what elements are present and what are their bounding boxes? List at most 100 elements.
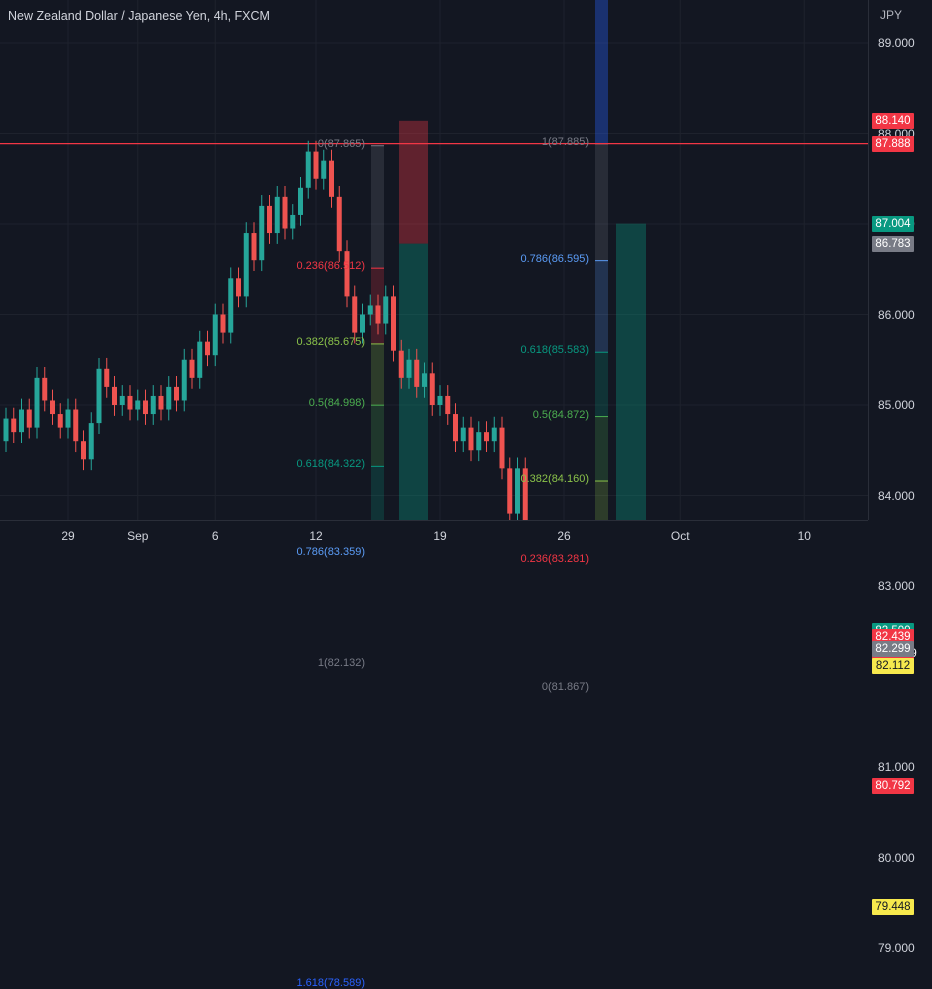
- candle: [305, 151, 311, 188]
- fib-right-label: 0.618(85.583): [520, 344, 590, 357]
- fib-zone: [595, 481, 608, 561]
- candle: [166, 386, 172, 410]
- fib-zone: [371, 343, 384, 406]
- candle: [468, 427, 474, 451]
- candle: [73, 409, 79, 442]
- candle: [19, 409, 24, 433]
- candle: [298, 187, 303, 215]
- candle: [352, 296, 358, 333]
- candle: [197, 341, 203, 378]
- candle: [243, 233, 249, 297]
- fib-zone: [595, 260, 608, 353]
- fib-zone: [595, 416, 608, 482]
- candle: [50, 400, 55, 415]
- candle: [375, 305, 381, 324]
- target-zone: [616, 223, 646, 650]
- symbol-title[interactable]: New Zealand Dollar / Japanese Yen, 4h, F…: [8, 9, 270, 23]
- candle: [228, 278, 234, 333]
- currency-label: JPY: [880, 8, 903, 22]
- candle: [96, 368, 102, 424]
- fib-zone: [595, 352, 608, 417]
- candle: [344, 251, 350, 297]
- candle: [150, 395, 156, 415]
- candle: [57, 414, 63, 428]
- candle: [360, 314, 365, 333]
- candle: [236, 278, 241, 297]
- fib-zone: [371, 466, 384, 554]
- candle: [460, 427, 466, 442]
- candle: [127, 395, 133, 410]
- time-tick: 29: [61, 529, 75, 543]
- candle: [445, 395, 451, 415]
- candle: [11, 418, 17, 433]
- fib-left-label: 0.618(84.322): [296, 458, 366, 471]
- price-chart[interactable]: [0, 0, 868, 986]
- fib-right-label: 0(81.867): [541, 680, 589, 693]
- candle: [329, 160, 334, 197]
- candle: [259, 205, 265, 261]
- chart-area[interactable]: New Zealand Dollar / Japanese Yen, 4h, F…: [0, 0, 868, 989]
- price-tick: 85.000: [878, 398, 915, 412]
- price-tick: 84.000: [878, 488, 915, 503]
- candle: [476, 432, 482, 451]
- candle: [507, 468, 513, 514]
- fib-left-label: 1(82.132): [317, 656, 365, 669]
- fib-right-label: 0.236(83.281): [520, 552, 590, 565]
- time-tick: 12: [309, 529, 323, 543]
- fib-zone: [371, 145, 384, 269]
- time-tick: 10: [797, 529, 811, 543]
- fib-left-label: 0(87.865): [317, 137, 365, 150]
- price-tick: 80.000: [878, 850, 915, 865]
- candle: [383, 296, 389, 324]
- candle: [251, 233, 257, 261]
- candle: [143, 400, 148, 415]
- price-axis[interactable]: [868, 0, 932, 520]
- candle: [336, 196, 342, 252]
- candle: [26, 409, 32, 428]
- candle: [515, 468, 520, 514]
- fib-right-label: 1(87.885): [541, 135, 589, 148]
- fib-left-label: 0.382(85.675): [296, 335, 366, 348]
- candle: [104, 368, 110, 387]
- price-tag: 82.112: [872, 658, 914, 675]
- candle: [422, 373, 427, 387]
- candle: [367, 305, 373, 315]
- candle: [429, 373, 435, 405]
- fib-left-label: 1.618(78.589): [296, 977, 366, 989]
- candle: [267, 205, 272, 234]
- time-axis[interactable]: 29 Sep 6 12 19 26 Oct 10: [0, 520, 868, 551]
- time-tick: 26: [557, 529, 571, 543]
- candle: [189, 359, 195, 378]
- candle: [212, 314, 218, 356]
- candle: [181, 359, 187, 401]
- price-tag: 79.448: [872, 899, 914, 916]
- candle: [491, 427, 497, 442]
- candle: [437, 395, 443, 405]
- candle: [42, 377, 48, 401]
- price-tag: 87.888: [872, 135, 914, 152]
- candle: [65, 409, 71, 428]
- candle: [174, 386, 179, 401]
- price-tag: 82.299: [872, 641, 914, 658]
- candle: [205, 341, 210, 356]
- fib-zone: [595, 143, 608, 261]
- candle: [135, 400, 141, 410]
- candle: [406, 359, 412, 378]
- candle: [282, 196, 288, 229]
- candle: [398, 350, 404, 378]
- stop-zone: [399, 120, 428, 244]
- price-tick: 79.000: [878, 941, 915, 955]
- candle: [112, 386, 117, 405]
- candle: [414, 359, 420, 387]
- fib-right-label: 0.382(84.160): [520, 473, 590, 486]
- fib-right-label: 0.5(84.872): [532, 408, 589, 421]
- fib-left-label: 0.236(86.512): [296, 260, 366, 273]
- candle: [3, 418, 9, 442]
- fib-left-label: 0.5(84.998): [308, 397, 365, 410]
- candle: [484, 432, 489, 442]
- price-tick: 83.000: [878, 579, 915, 593]
- candle: [290, 214, 296, 229]
- time-tick: Oct: [670, 529, 690, 543]
- fib-right-label: 0.786(86.595): [520, 252, 590, 265]
- time-tick: Sep: [127, 529, 149, 543]
